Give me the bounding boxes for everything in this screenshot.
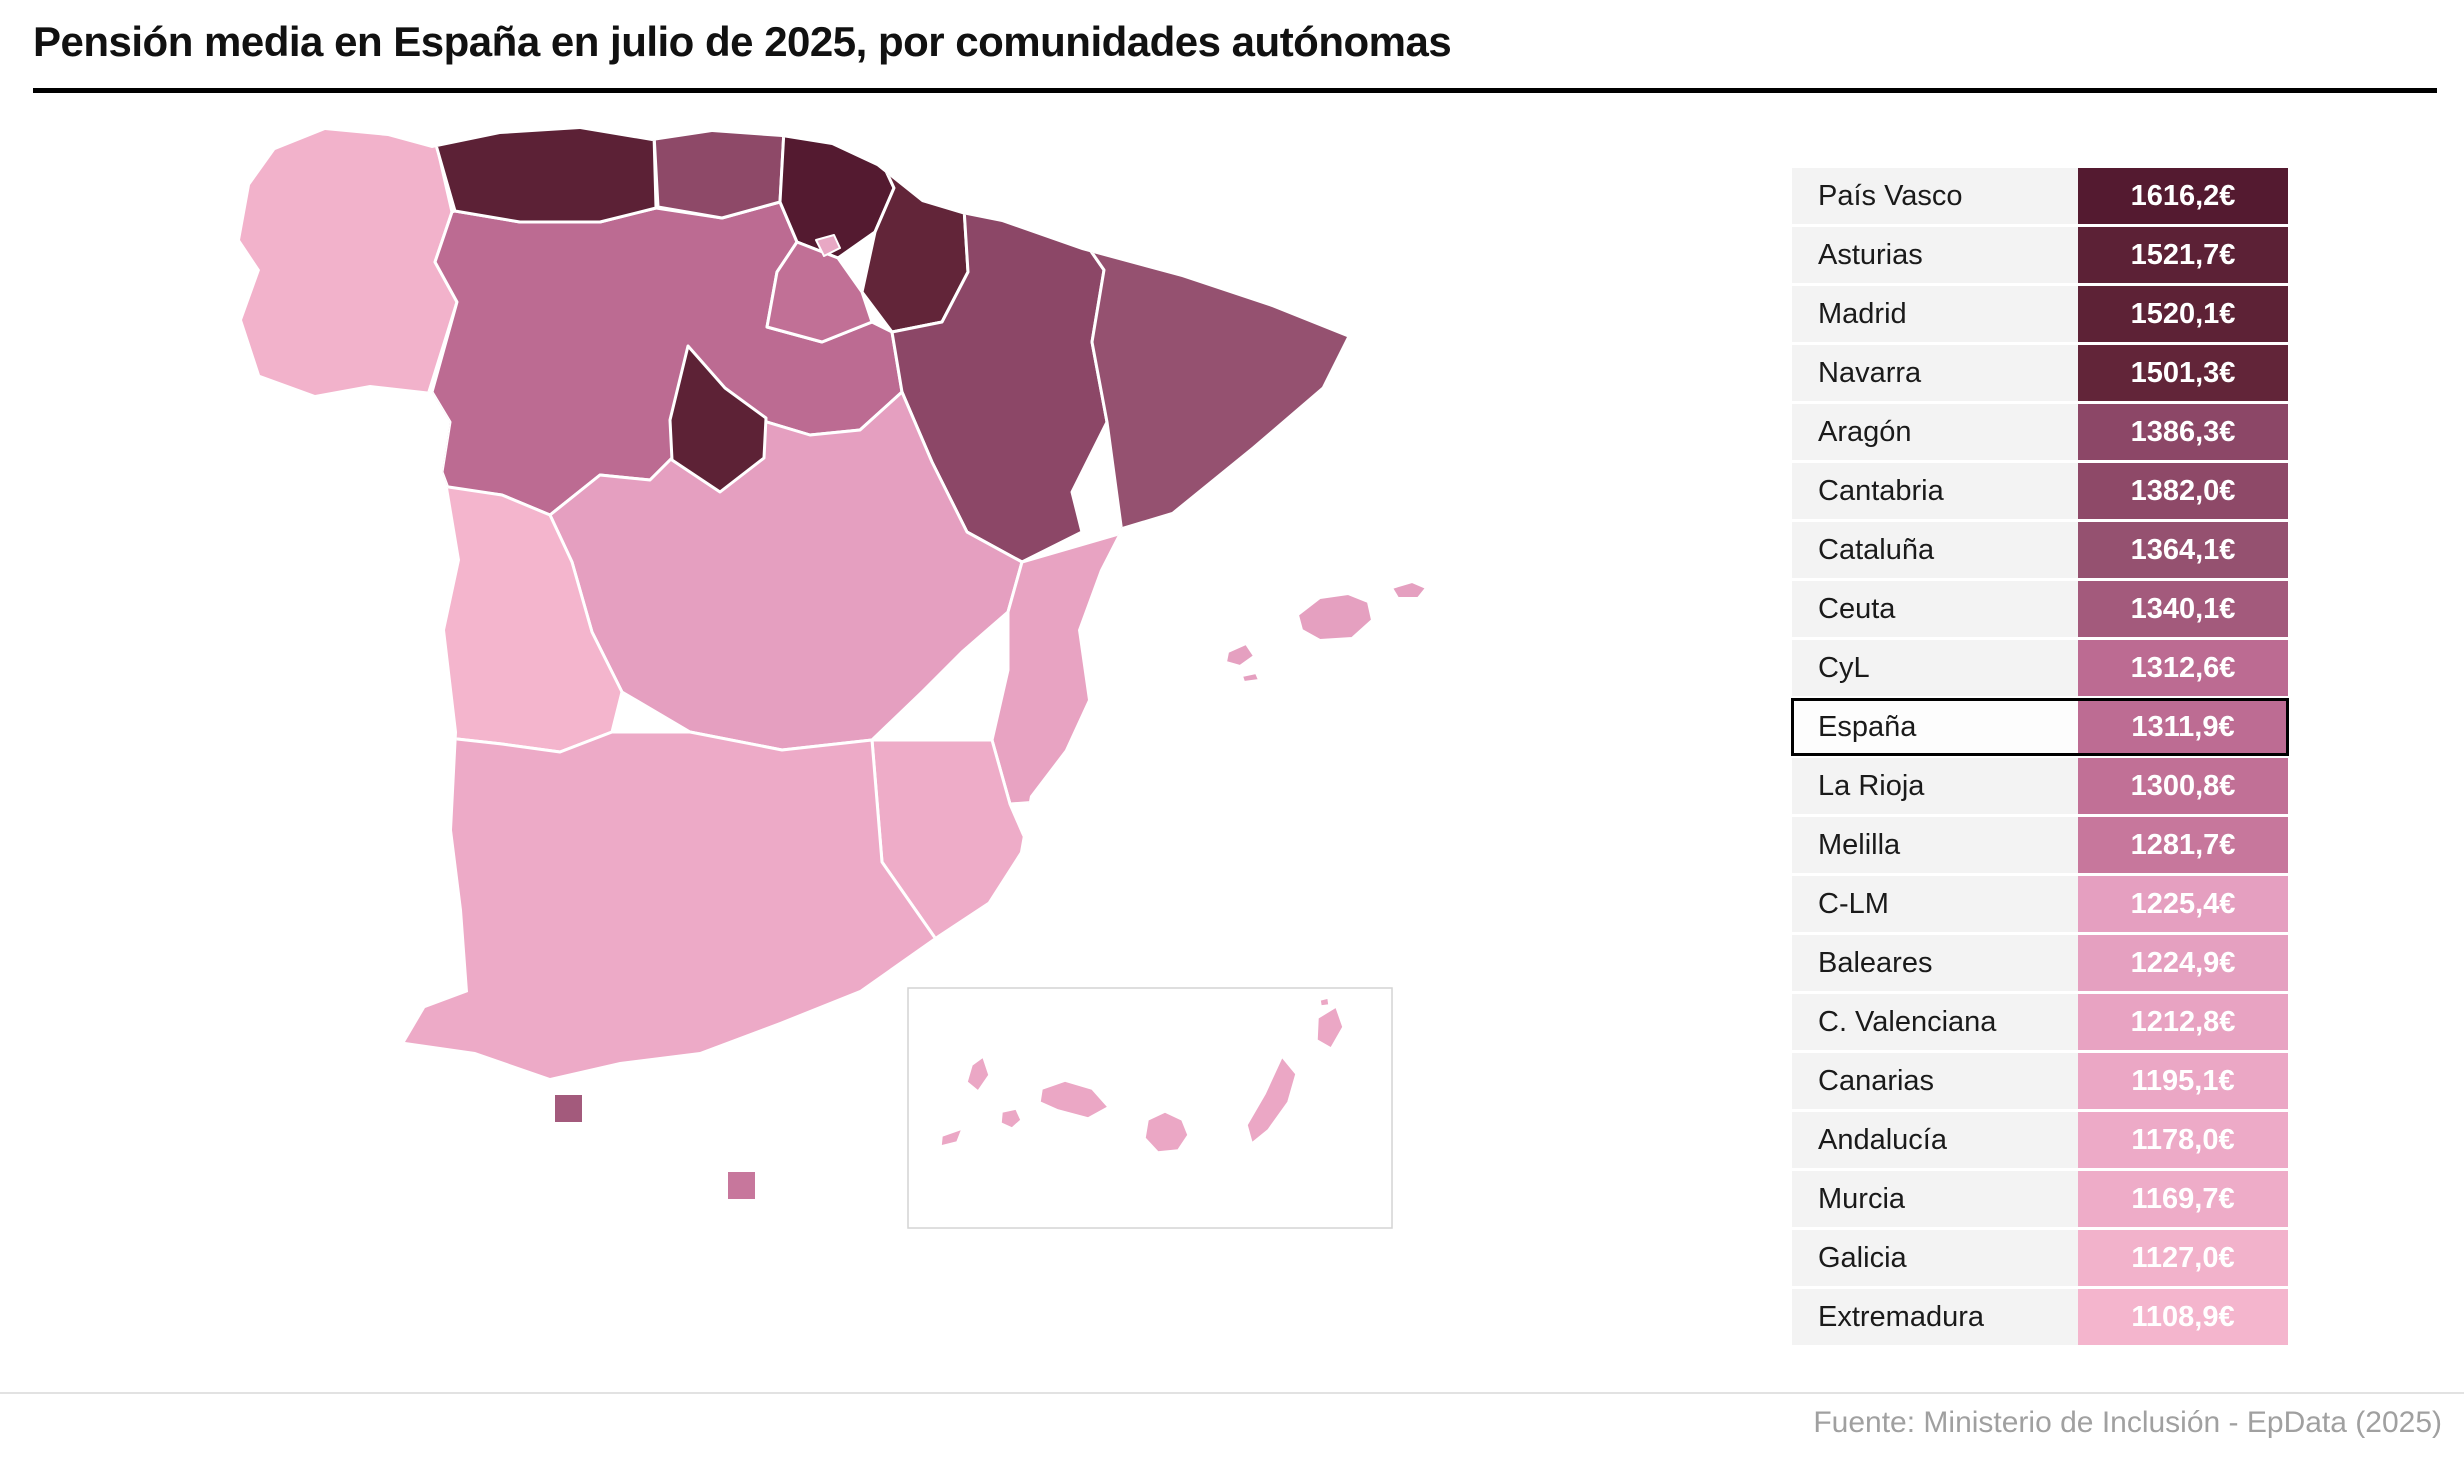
island-el-hierro: [940, 1128, 963, 1147]
region-value-badge: 1382,0€: [2078, 463, 2288, 519]
table-row: Asturias 1521,7€: [1792, 227, 2288, 283]
region-label: Canarias: [1792, 1053, 2078, 1109]
region-label: España: [1792, 699, 2078, 755]
island-tenerife: [1039, 1080, 1109, 1119]
island-mallorca: [1297, 593, 1373, 641]
table-row: País Vasco 1616,2€: [1792, 168, 2288, 224]
region-value-badge: 1616,2€: [2078, 168, 2288, 224]
region-value-badge: 1212,8€: [2078, 994, 2288, 1050]
region-andalucia: [396, 730, 942, 1078]
region-value-badge: 1340,1€: [2078, 581, 2288, 637]
region-value-badge: 1386,3€: [2078, 404, 2288, 460]
region-value-badge: 1520,1€: [2078, 286, 2288, 342]
region-label: Baleares: [1792, 935, 2078, 991]
island-la-graciosa: [1319, 997, 1330, 1007]
table-row: C. Valenciana 1212,8€: [1792, 994, 2288, 1050]
balearic-islands: [1225, 581, 1427, 683]
region-value-badge: 1224,9€: [2078, 935, 2288, 991]
region-label: Andalucía: [1792, 1112, 2078, 1168]
region-value-badge: 1195,1€: [2078, 1053, 2288, 1109]
island-menorca: [1391, 581, 1427, 599]
table-row: Extremadura 1108,9€: [1792, 1289, 2288, 1345]
region-value-badge: 1311,9€: [2078, 699, 2288, 755]
region-label: Cantabria: [1792, 463, 2078, 519]
region-asturias: [432, 129, 658, 224]
region-label: Murcia: [1792, 1171, 2078, 1227]
region-label: Melilla: [1792, 817, 2078, 873]
region-value-badge: 1108,9€: [2078, 1289, 2288, 1345]
region-label: Aragón: [1792, 404, 2078, 460]
canary-inset: [907, 987, 1393, 1229]
region-value-badge: 1501,3€: [2078, 345, 2288, 401]
region-ceuta: [555, 1095, 582, 1122]
table-row: Aragón 1386,3€: [1792, 404, 2288, 460]
region-value-badge: 1225,4€: [2078, 876, 2288, 932]
table-row: C-LM 1225,4€: [1792, 876, 2288, 932]
region-label: Cataluña: [1792, 522, 2078, 578]
island-gran-canaria: [1144, 1111, 1189, 1153]
region-value-badge: 1127,0€: [2078, 1230, 2288, 1286]
region-melilla: [728, 1172, 755, 1199]
table-row: Baleares 1224,9€: [1792, 935, 2288, 991]
region-trevino-enclave: [815, 234, 841, 257]
region-label: Ceuta: [1792, 581, 2078, 637]
region-label: Extremadura: [1792, 1289, 2078, 1345]
region-value-badge: 1169,7€: [2078, 1171, 2288, 1227]
region-value-badge: 1312,6€: [2078, 640, 2288, 696]
page-title: Pensión media en España en julio de 2025…: [33, 18, 1452, 65]
table-row: Ceuta 1340,1€: [1792, 581, 2288, 637]
region-madrid: [668, 344, 768, 494]
island-ibiza: [1225, 643, 1255, 667]
title-divider: [33, 88, 2437, 93]
table-row: Melilla 1281,7€: [1792, 817, 2288, 873]
region-label: Navarra: [1792, 345, 2078, 401]
region-label: C. Valenciana: [1792, 994, 2078, 1050]
island-fuerteventura: [1246, 1056, 1297, 1144]
table-row: Galicia 1127,0€: [1792, 1230, 2288, 1286]
table-row: Cataluña 1364,1€: [1792, 522, 2288, 578]
region-value-badge: 1281,7€: [2078, 817, 2288, 873]
table-row: Cantabria 1382,0€: [1792, 463, 2288, 519]
table-row-espana-highlight: España 1311,9€: [1791, 698, 2289, 756]
region-label: C-LM: [1792, 876, 2078, 932]
table-row: Canarias 1195,1€: [1792, 1053, 2288, 1109]
table-row: Madrid 1520,1€: [1792, 286, 2288, 342]
region-value-badge: 1178,0€: [2078, 1112, 2288, 1168]
table-row: Murcia 1169,7€: [1792, 1171, 2288, 1227]
region-label: País Vasco: [1792, 168, 2078, 224]
table-row: Navarra 1501,3€: [1792, 345, 2288, 401]
table-row: CyL 1312,6€: [1792, 640, 2288, 696]
table-row: Andalucía 1178,0€: [1792, 1112, 2288, 1168]
canary-inset-box: [907, 987, 1393, 1229]
table-row: La Rioja 1300,8€: [1792, 758, 2288, 814]
source-attribution: Fuente: Ministerio de Inclusión - EpData…: [1813, 1406, 2442, 1439]
island-lanzarote: [1316, 1006, 1344, 1049]
island-la-palma: [966, 1056, 990, 1092]
island-formentera: [1241, 672, 1260, 683]
region-label: Madrid: [1792, 286, 2078, 342]
footer-divider: [0, 1392, 2464, 1394]
region-label: CyL: [1792, 640, 2078, 696]
region-label: Asturias: [1792, 227, 2078, 283]
region-la-rioja: [765, 240, 874, 344]
region-cataluna: [1084, 242, 1347, 535]
region-cantabria: [652, 129, 786, 220]
region-galicia: [240, 129, 459, 404]
region-value-badge: 1300,8€: [2078, 758, 2288, 814]
region-value-badge: 1521,7€: [2078, 227, 2288, 283]
region-value-badge: 1364,1€: [2078, 522, 2288, 578]
region-table: País Vasco 1616,2€ Asturias 1521,7€ Madrid 15…: [1791, 168, 2289, 1348]
spain-choropleth-map: [240, 129, 1427, 1229]
island-la-gomera: [1000, 1108, 1022, 1129]
region-label: Galicia: [1792, 1230, 2078, 1286]
region-label: La Rioja: [1792, 758, 2078, 814]
